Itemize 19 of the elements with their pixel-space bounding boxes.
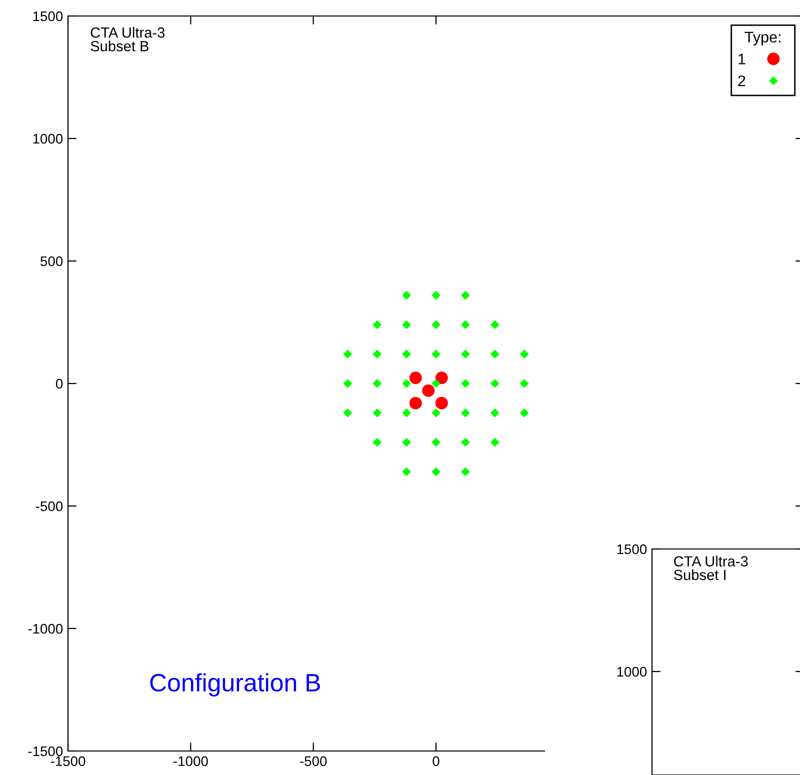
y-tick-label: 500 (40, 256, 63, 266)
legend-label: 2 (738, 75, 746, 86)
annotation: Configuration B (150, 673, 320, 696)
annotation: CTA Ultra-3 Subset I (674, 556, 748, 580)
legend-label: 1 (738, 54, 746, 64)
annotation: 1000 (617, 666, 647, 677)
annotation: 1500 (617, 544, 647, 554)
y-tick-label: -500 (36, 501, 63, 512)
x-tick-label: -1500 (50, 756, 86, 766)
y-tick-label: -1000 (28, 624, 63, 634)
x-tick-label: 0 (432, 756, 440, 766)
annotation: CTA Ultra-3 Subset B (90, 27, 165, 52)
legend-title: Type: (744, 32, 780, 46)
y-tick-label: 1500 (33, 11, 63, 22)
y-tick-label: 1000 (33, 134, 63, 144)
y-tick-label: -1500 (28, 746, 63, 756)
x-tick-label: -1000 (174, 756, 208, 766)
y-tick-label: 0 (56, 378, 63, 389)
x-tick-label: -500 (300, 756, 327, 766)
